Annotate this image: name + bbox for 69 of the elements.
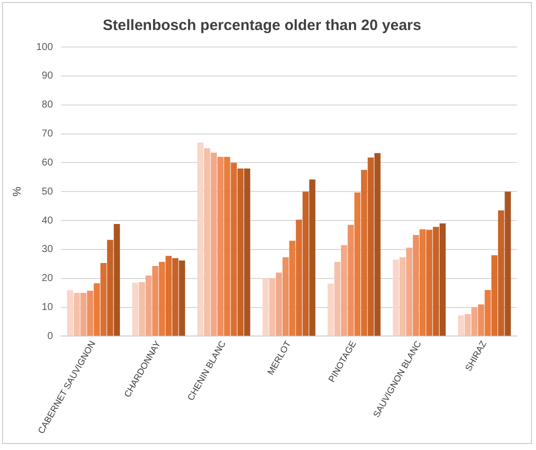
bar (74, 292, 80, 336)
y-tick-label: 60 (42, 157, 54, 168)
bar (309, 179, 316, 336)
bar (498, 210, 504, 336)
bar (210, 152, 217, 336)
bar (302, 192, 309, 336)
bar (334, 262, 340, 336)
bar (432, 226, 440, 336)
bar (197, 142, 204, 336)
bar (80, 292, 87, 336)
bar (230, 162, 237, 336)
bar (348, 224, 354, 336)
bar (440, 223, 446, 336)
bar (328, 284, 334, 336)
bar (172, 258, 178, 336)
bar (464, 314, 471, 336)
bar (458, 315, 464, 336)
bar (368, 157, 374, 336)
y-tick-label: 0 (47, 330, 54, 342)
bar (138, 282, 145, 336)
bar (94, 283, 100, 336)
y-tick-label: 70 (42, 128, 54, 140)
y-axis-title: % (12, 186, 24, 196)
bar (166, 256, 172, 336)
bar (491, 255, 498, 336)
y-tick-label: 40 (42, 215, 54, 226)
bar (392, 260, 399, 336)
bar (412, 234, 419, 336)
bar (341, 245, 348, 336)
bar (217, 156, 224, 336)
bar (100, 263, 107, 336)
bar (420, 229, 426, 336)
y-tick-label: 80 (42, 100, 54, 111)
bar (484, 290, 491, 336)
chart-title: Stellenbosch percentage older than 20 years (102, 17, 422, 34)
bar (178, 260, 186, 336)
bar (374, 153, 381, 336)
bar (107, 240, 114, 336)
y-tick-label: 90 (42, 70, 54, 82)
y-tick-label: 100 (36, 42, 54, 53)
bar (146, 275, 152, 336)
bar (204, 148, 210, 336)
bar (269, 278, 276, 336)
bar (114, 224, 120, 336)
bar (504, 192, 511, 336)
bar (354, 192, 361, 336)
bar (87, 290, 94, 336)
bar (426, 230, 432, 336)
bar (471, 307, 478, 336)
bar (132, 282, 138, 336)
bar (361, 170, 368, 336)
y-tick-label: 10 (42, 302, 54, 314)
y-tick-label: 30 (42, 244, 54, 256)
bar (224, 156, 230, 336)
bar (262, 278, 269, 336)
bar (406, 248, 412, 336)
y-tick-label: 50 (42, 186, 54, 198)
bar (478, 304, 484, 336)
bar (67, 290, 74, 336)
bar (399, 257, 406, 336)
bar (276, 272, 282, 336)
bar (282, 257, 289, 336)
bar (244, 168, 250, 336)
bar (158, 262, 166, 336)
bar (237, 168, 244, 336)
bar (296, 220, 302, 336)
bar (152, 266, 158, 336)
bar (289, 240, 296, 336)
y-tick-label: 20 (42, 273, 54, 284)
